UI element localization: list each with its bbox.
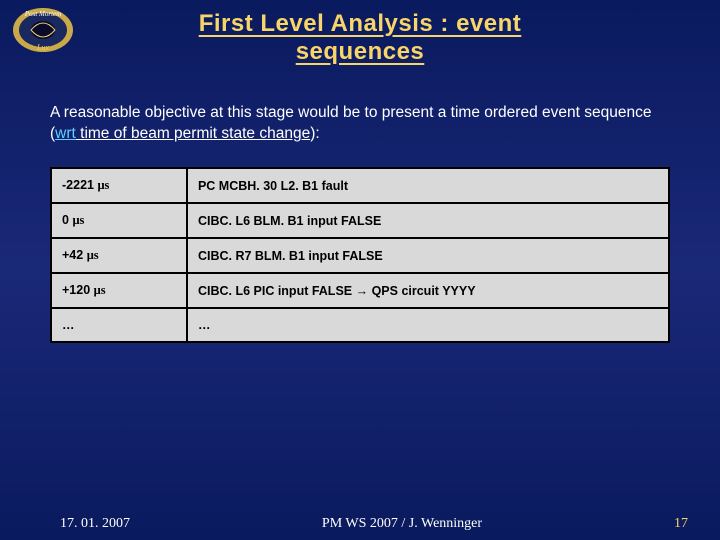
time-value: +120 bbox=[62, 283, 94, 297]
table-row: 0 μsCIBC. L6 BLM. B1 input FALSE bbox=[51, 203, 669, 238]
intro-suffix: ): bbox=[310, 125, 319, 142]
desc-cell: CIBC. L6 PIC input FALSE → QPS circuit Y… bbox=[187, 273, 669, 308]
desc-cell: CIBC. L6 BLM. B1 input FALSE bbox=[187, 203, 669, 238]
time-value: -2221 bbox=[62, 178, 97, 192]
table-row: +42 μsCIBC. R7 BLM. B1 input FALSE bbox=[51, 238, 669, 273]
svg-text:Post Mortem: Post Mortem bbox=[24, 10, 61, 18]
event-table: -2221 μsPC MCBH. 30 L2. B1 fault0 μsCIBC… bbox=[50, 167, 670, 343]
footer-date: 17. 01. 2007 bbox=[60, 516, 130, 532]
page-title: First Level Analysis : event sequences bbox=[0, 0, 720, 65]
intro-rest: time of beam permit state change bbox=[76, 125, 310, 142]
title-line-2: sequences bbox=[296, 38, 425, 65]
time-unit: μs bbox=[72, 213, 84, 227]
time-unit: μs bbox=[94, 283, 106, 297]
intro-text: A reasonable objective at this stage wou… bbox=[50, 103, 670, 145]
desc-cell: PC MCBH. 30 L2. B1 fault bbox=[187, 168, 669, 203]
time-cell: -2221 μs bbox=[51, 168, 187, 203]
title-line-1: First Level Analysis : event bbox=[199, 10, 522, 37]
event-table-container: -2221 μsPC MCBH. 30 L2. B1 fault0 μsCIBC… bbox=[50, 167, 670, 343]
time-cell: … bbox=[51, 308, 187, 342]
intro-wrt: wrt bbox=[55, 125, 76, 142]
logo: Post Mortem Lux bbox=[12, 6, 74, 54]
time-value: … bbox=[62, 318, 75, 332]
table-row: +120 μsCIBC. L6 PIC input FALSE → QPS ci… bbox=[51, 273, 669, 308]
footer: 17. 01. 2007 PM WS 2007 / J. Wenninger 1… bbox=[0, 516, 720, 532]
desc-cell: CIBC. R7 BLM. B1 input FALSE bbox=[187, 238, 669, 273]
desc-cell: … bbox=[187, 308, 669, 342]
footer-page: 17 bbox=[674, 516, 688, 532]
footer-center: PM WS 2007 / J. Wenninger bbox=[130, 516, 674, 532]
time-cell: +42 μs bbox=[51, 238, 187, 273]
table-row: -2221 μsPC MCBH. 30 L2. B1 fault bbox=[51, 168, 669, 203]
time-cell: 0 μs bbox=[51, 203, 187, 238]
table-row: …… bbox=[51, 308, 669, 342]
time-value: 0 bbox=[62, 213, 72, 227]
time-unit: μs bbox=[97, 178, 109, 192]
time-cell: +120 μs bbox=[51, 273, 187, 308]
svg-text:Lux: Lux bbox=[36, 43, 49, 52]
time-unit: μs bbox=[87, 248, 99, 262]
time-value: +42 bbox=[62, 248, 87, 262]
